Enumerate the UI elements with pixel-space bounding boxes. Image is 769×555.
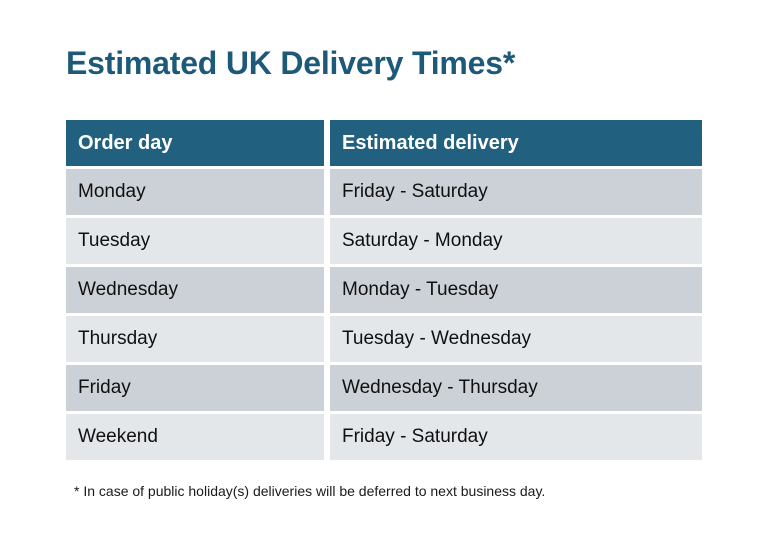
cell-order-day: Friday xyxy=(66,365,324,411)
table-row: Wednesday Monday - Tuesday xyxy=(66,267,702,313)
cell-order-day: Weekend xyxy=(66,414,324,460)
cell-order-day: Monday xyxy=(66,169,324,215)
table-header-row: Order day Estimated delivery xyxy=(66,120,702,166)
table-row: Tuesday Saturday - Monday xyxy=(66,218,702,264)
cell-estimated-delivery: Monday - Tuesday xyxy=(330,267,702,313)
cell-estimated-delivery: Friday - Saturday xyxy=(330,414,702,460)
footnote-text: * In case of public holiday(s) deliverie… xyxy=(74,483,546,499)
cell-order-day: Tuesday xyxy=(66,218,324,264)
page-title: Estimated UK Delivery Times* xyxy=(66,45,516,81)
table-row: Thursday Tuesday - Wednesday xyxy=(66,316,702,362)
column-header-estimated-delivery: Estimated delivery xyxy=(330,120,702,166)
cell-order-day: Wednesday xyxy=(66,267,324,313)
cell-estimated-delivery: Tuesday - Wednesday xyxy=(330,316,702,362)
table-row: Friday Wednesday - Thursday xyxy=(66,365,702,411)
delivery-times-table: Order day Estimated delivery Monday Frid… xyxy=(66,120,702,460)
cell-estimated-delivery: Wednesday - Thursday xyxy=(330,365,702,411)
cell-order-day: Thursday xyxy=(66,316,324,362)
cell-estimated-delivery: Saturday - Monday xyxy=(330,218,702,264)
column-header-order-day: Order day xyxy=(66,120,324,166)
table-row: Monday Friday - Saturday xyxy=(66,169,702,215)
table-row: Weekend Friday - Saturday xyxy=(66,414,702,460)
cell-estimated-delivery: Friday - Saturday xyxy=(330,169,702,215)
